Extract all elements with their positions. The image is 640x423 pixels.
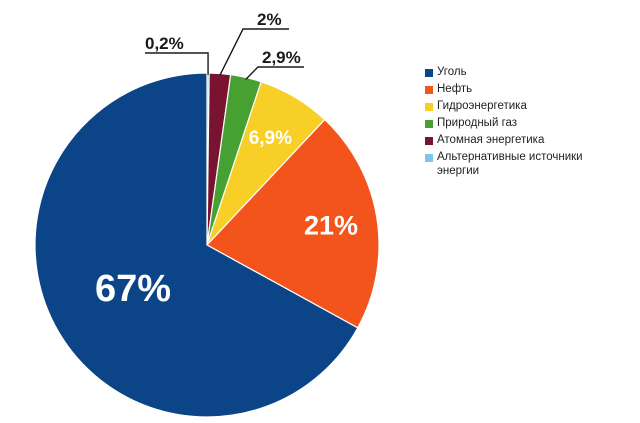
- pie-slice-coal: [34, 72, 359, 418]
- slice-label-oil: 21%: [304, 210, 358, 240]
- legend-label-hydro: Гидроэнергетика: [437, 100, 527, 113]
- legend-item-alternative: Альтернативные источники энергии: [425, 151, 635, 178]
- callout-line-gas: [245, 66, 304, 80]
- legend-item-coal: Уголь: [425, 66, 635, 80]
- legend-label-nuclear: Атомная энергетика: [437, 134, 545, 147]
- legend-item-gas: Природный газ: [425, 117, 635, 131]
- callout-line-alternative: [145, 52, 209, 76]
- slice-label-hydro: 6,9%: [249, 128, 292, 149]
- legend-label-gas: Природный газ: [437, 117, 518, 130]
- legend-label-oil: Нефть: [437, 83, 473, 96]
- slice-label-coal: 67%: [95, 268, 171, 310]
- callout-label-nuclear: 2%: [257, 10, 282, 29]
- pie-inner-labels: 67% 21% 6,9%: [95, 128, 358, 310]
- legend-swatch-nuclear: [425, 136, 433, 145]
- legend-label-coal: Уголь: [437, 66, 467, 78]
- chart-legend: Уголь Нефть Гидроэнергетика Природный газ Ат…: [425, 66, 635, 182]
- legend-swatch-coal: [425, 68, 433, 77]
- pie-slice-oil: [206, 118, 380, 329]
- callout-line-nuclear: [219, 28, 289, 76]
- legend-item-nuclear: Атомная энергетика: [425, 134, 635, 148]
- legend-item-oil: Нефть: [425, 83, 635, 97]
- callout-label-alternative: 0,2%: [145, 34, 184, 53]
- pie-slices: [34, 72, 380, 418]
- legend-swatch-oil: [425, 85, 433, 94]
- legend-swatch-alternative: [425, 153, 433, 162]
- legend-swatch-gas: [425, 119, 433, 128]
- legend-item-hydro: Гидроэнергетика: [425, 100, 635, 114]
- callout-label-gas: 2,9%: [262, 48, 301, 67]
- pie-callouts: 2,9% 2% 0,2%: [145, 10, 304, 80]
- legend-label-alternative: Альтернативные источники энергии: [437, 151, 583, 177]
- legend-swatch-hydro: [425, 102, 433, 111]
